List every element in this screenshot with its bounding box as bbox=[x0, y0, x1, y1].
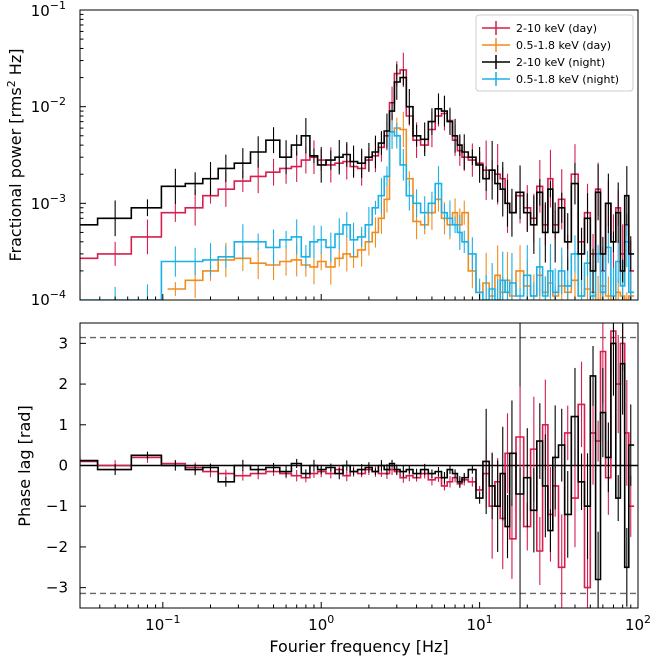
phase-ytick-label: −2 bbox=[46, 538, 68, 556]
series-step-line bbox=[80, 131, 635, 300]
power-ytick-label: 10−3 bbox=[31, 192, 66, 213]
power-plot-frame bbox=[79, 9, 639, 301]
legend-label: 2-10 keV (day) bbox=[516, 22, 597, 35]
phase-ytick-label: −1 bbox=[46, 497, 68, 515]
phase-xlabel: Fourier frequency [Hz] bbox=[269, 637, 448, 656]
legend: 2-10 keV (day) 0.5-1.8 keV (day) 2-10 ke… bbox=[475, 14, 634, 92]
phase-ytick-label: 2 bbox=[58, 375, 68, 393]
power-series-layer bbox=[80, 52, 635, 300]
legend-entry: 0.5-1.8 keV (night) bbox=[482, 72, 619, 86]
phase-xtick-labels: 10−1 100 101 102 bbox=[145, 613, 651, 634]
phase-lag-panel: −3 −2 −1 0 1 2 3 10−1 100 101 102 Phase … bbox=[15, 322, 651, 656]
phase-ytick-label: −3 bbox=[46, 579, 68, 597]
power-ytick-label: 10−2 bbox=[31, 95, 66, 116]
series-2-10-kev-night- bbox=[80, 64, 635, 294]
power-ylabel: Fractional power [rms2 Hz] bbox=[5, 49, 25, 262]
series-step-line bbox=[80, 330, 635, 589]
phase-xtick-label: 10−1 bbox=[145, 613, 180, 634]
phase-ylabel: Phase lag [rad] bbox=[15, 405, 34, 526]
series-step-line bbox=[80, 76, 635, 272]
legend-entry: 2-10 keV (day) bbox=[482, 21, 597, 35]
power-ytick-label: 10−4 bbox=[31, 288, 66, 309]
legend-box bbox=[475, 14, 634, 92]
phase-axis-ticks bbox=[79, 342, 639, 608]
phase-ytick-labels: −3 −2 −1 0 1 2 3 bbox=[46, 334, 68, 596]
phase-ytick-label: 0 bbox=[58, 457, 68, 475]
series-2-10-kev-day- bbox=[80, 323, 635, 608]
legend-label: 2-10 keV (night) bbox=[516, 56, 605, 69]
power-spectrum-panel: 10−4 10−3 10−2 10−1 Fractional power [rm… bbox=[5, 0, 639, 309]
phase-xtick-label: 102 bbox=[625, 613, 651, 634]
legend-entry: 2-10 keV (night) bbox=[482, 55, 605, 69]
phase-ytick-label: 1 bbox=[58, 416, 68, 434]
phase-plot-frame bbox=[79, 322, 639, 609]
phase-series-layer bbox=[80, 323, 635, 608]
series-2-10-kev-night- bbox=[80, 323, 635, 608]
phase-ytick-label: 3 bbox=[58, 334, 68, 352]
phase-xtick-label: 100 bbox=[308, 613, 334, 634]
series-step-line bbox=[80, 342, 635, 581]
legend-label: 0.5-1.8 keV (day) bbox=[516, 39, 611, 52]
power-ytick-label: 10−1 bbox=[31, 0, 66, 20]
legend-entry: 0.5-1.8 keV (day) bbox=[482, 38, 611, 52]
phase-xtick-label: 101 bbox=[467, 613, 493, 634]
legend-label: 0.5-1.8 keV (night) bbox=[516, 73, 619, 86]
